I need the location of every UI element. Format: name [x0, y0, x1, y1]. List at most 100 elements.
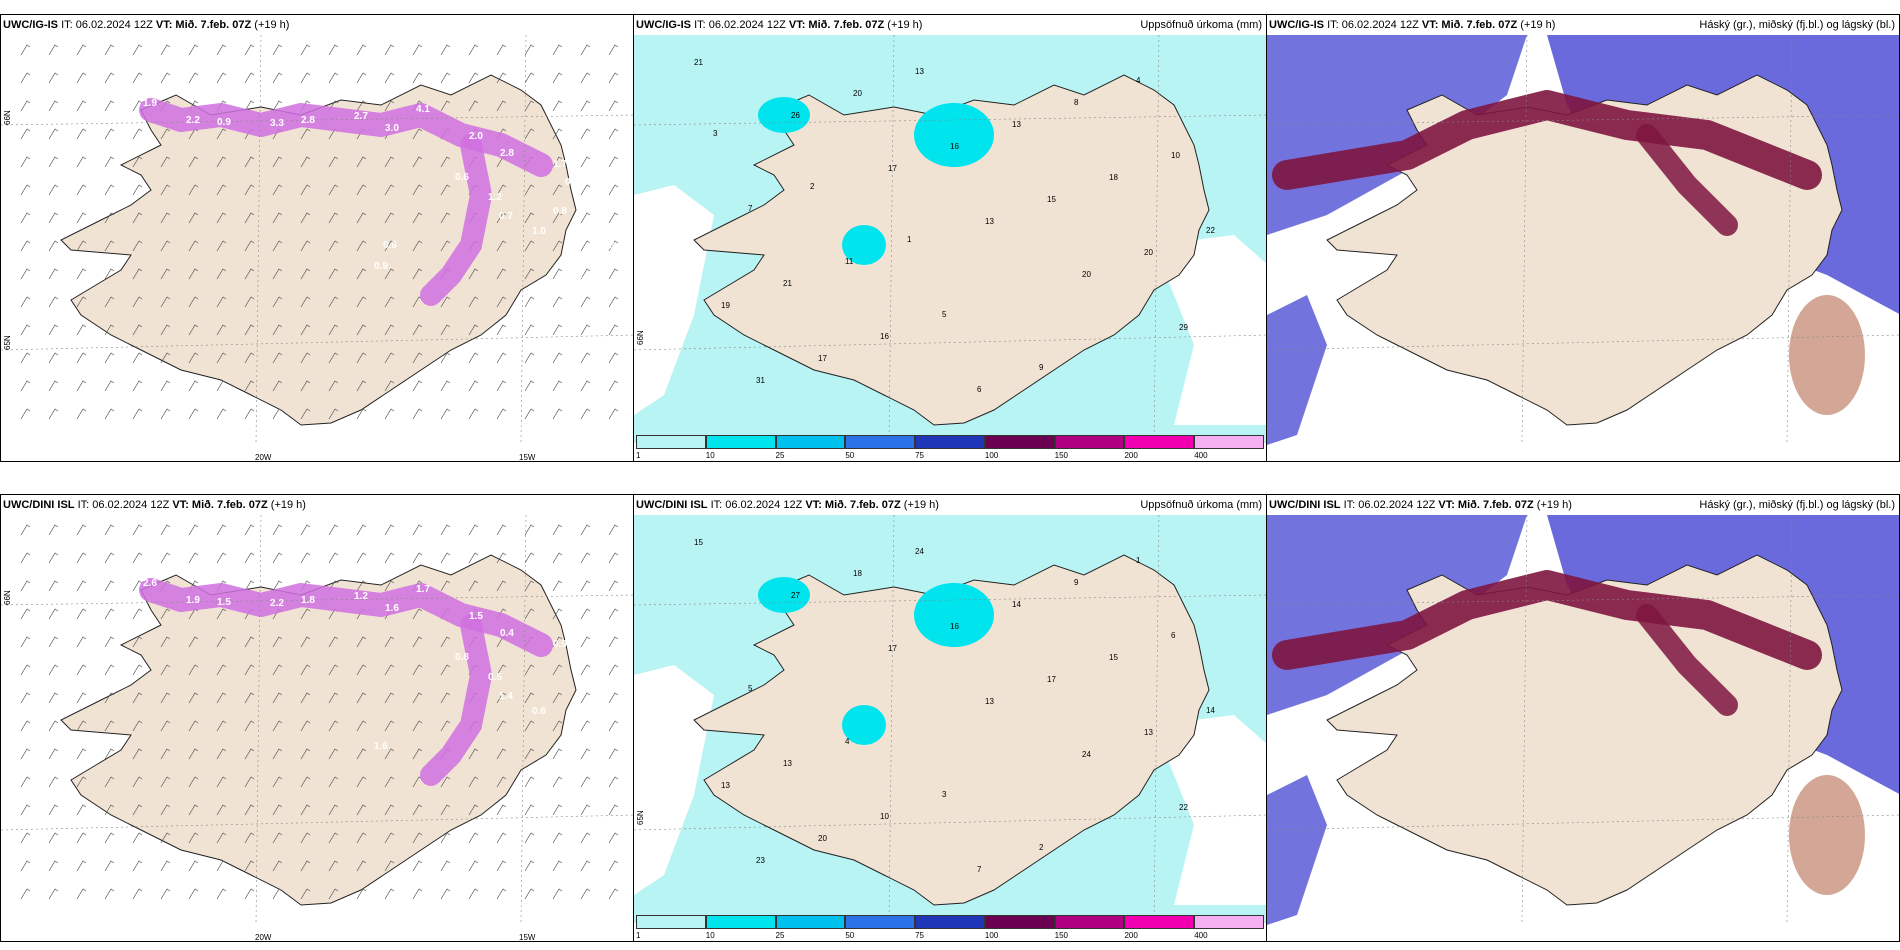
wind-barb	[272, 748, 283, 760]
wind-barb	[580, 296, 591, 308]
wind-barb	[328, 72, 339, 84]
wind-barb	[384, 524, 395, 536]
wind-barb	[272, 184, 283, 196]
wind-barb	[272, 44, 283, 56]
wind-barb	[300, 128, 311, 140]
wind-barb	[160, 720, 171, 732]
wind-barb	[20, 128, 31, 140]
panel-header: UWC/DINI ISL IT: 06.02.2024 12Z VT: Mið.…	[1269, 498, 1895, 512]
wind-barb	[188, 72, 199, 84]
colorbar-swatch	[1124, 435, 1195, 449]
wind-barb	[132, 804, 143, 816]
colorbar-swatch	[1054, 915, 1125, 929]
wind-barb	[412, 804, 423, 816]
value-label: 6	[1171, 631, 1176, 640]
wind-barb	[48, 268, 59, 280]
wind-barb	[48, 324, 59, 336]
value-label: 13	[783, 759, 792, 768]
wind-barb	[132, 156, 143, 168]
lon-line	[520, 34, 527, 444]
value-label: 18	[853, 569, 862, 578]
init-time: IT: 06.02.2024 12Z	[1327, 19, 1419, 31]
wind-barb	[524, 100, 535, 112]
wind-barb	[524, 524, 535, 536]
wind-barb	[48, 524, 59, 536]
wind-barb	[552, 72, 563, 84]
wind-barb	[160, 664, 171, 676]
wind-barb	[552, 184, 563, 196]
value-label: 3.3	[270, 118, 284, 129]
lon-label-15w: 15W	[519, 453, 536, 462]
wind-barb	[48, 776, 59, 788]
wind-barb	[76, 524, 87, 536]
wind-barb	[552, 352, 563, 364]
wind-barb	[300, 156, 311, 168]
panel-clouds-dini: UWC/DINI ISL IT: 06.02.2024 12Z VT: Mið.…	[1266, 494, 1900, 942]
precip-colorbar: 1 10 25 50 75 100 150 200 400	[636, 435, 1264, 460]
wind-barb	[160, 748, 171, 760]
wind-barb	[76, 664, 87, 676]
value-label: 14	[1206, 706, 1215, 715]
wind-barb	[468, 804, 479, 816]
wind-barb	[552, 296, 563, 308]
wind-barb	[104, 692, 115, 704]
wind-barb	[524, 888, 535, 900]
init-time: IT: 06.02.2024 12Z	[694, 19, 786, 31]
wind-barb	[272, 636, 283, 648]
wind-barb	[244, 748, 255, 760]
wind-barb	[216, 128, 227, 140]
wind-barb	[412, 156, 423, 168]
panel-title: Uppsöfnuð úrkoma (mm)	[1140, 499, 1262, 511]
value-label: 15	[694, 538, 703, 547]
value-label: 0.4	[500, 628, 514, 639]
wind-barb	[160, 832, 171, 844]
wind-barb	[552, 860, 563, 872]
wind-barb	[104, 128, 115, 140]
wind-barb	[412, 748, 423, 760]
wind-barb	[328, 408, 339, 420]
wind-barb	[412, 692, 423, 704]
wind-barb	[440, 832, 451, 844]
colorbar-swatch	[915, 435, 985, 449]
wind-barb	[608, 380, 619, 392]
wind-barb	[384, 100, 395, 112]
wind-barb	[608, 804, 619, 816]
value-labels: 1.9 2.2 0.9 3.3 2.8 2.7 3.0 4.1 2.0 2.8 1.7 0.9 0.6 1…	[143, 98, 615, 281]
wind-barb	[48, 720, 59, 732]
snowfall-band	[420, 134, 493, 306]
value-label: 2.8	[301, 115, 315, 126]
wind-barb	[188, 664, 199, 676]
model-name: UWC/DINI ISL	[1269, 499, 1341, 511]
panel-title: Háský (gr.), miðský (fj.bl.) og lágský (…	[1699, 499, 1895, 511]
precip-max-area	[842, 705, 886, 745]
wind-barb	[216, 184, 227, 196]
wind-barb	[48, 44, 59, 56]
wind-barb	[552, 240, 563, 252]
wind-barb	[580, 352, 591, 364]
colorbar-swatch	[1124, 915, 1195, 929]
colorbar-swatch	[1054, 435, 1125, 449]
wind-barb	[552, 888, 563, 900]
wind-barb	[524, 720, 535, 732]
wind-barb	[468, 552, 479, 564]
wind-barb	[272, 664, 283, 676]
wind-barb	[216, 720, 227, 732]
wind-barb	[244, 860, 255, 872]
wind-barb	[524, 776, 535, 788]
wind-barb	[104, 44, 115, 56]
wind-barb	[216, 324, 227, 336]
value-label: 1.6	[385, 603, 399, 614]
wind-barb	[20, 720, 31, 732]
wind-barb	[356, 748, 367, 760]
wind-barb	[160, 552, 171, 564]
value-label: 2	[1039, 843, 1044, 852]
wind-barb	[272, 324, 283, 336]
model-name: UWC/IG-IS	[3, 19, 58, 31]
precip-max-area	[914, 583, 994, 647]
value-label: 16	[950, 622, 959, 631]
value-label: 2.8	[500, 148, 514, 159]
wind-barb	[104, 832, 115, 844]
valid-time: VT: Mið. 7.feb. 07Z	[155, 19, 252, 31]
value-label: 1.1	[577, 270, 591, 281]
wind-barb	[160, 44, 171, 56]
